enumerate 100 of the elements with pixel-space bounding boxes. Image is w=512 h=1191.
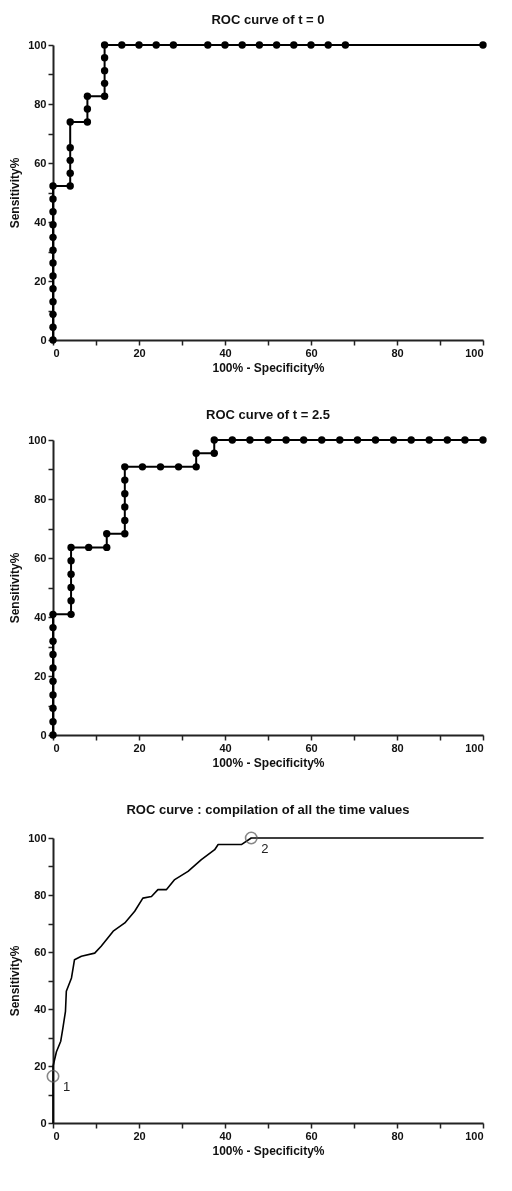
point [341, 41, 350, 49]
point [192, 463, 200, 471]
point [49, 704, 57, 712]
point [121, 476, 129, 484]
x-tick-label: 20 [133, 741, 146, 754]
point [174, 463, 183, 471]
point [138, 463, 147, 471]
point [66, 118, 74, 126]
y-tick-label: 40 [34, 610, 47, 623]
point [238, 41, 246, 49]
point [156, 463, 165, 471]
x-tick-label: 0 [53, 741, 60, 754]
chart-title: ROC curve : compilation of all the time values [126, 802, 410, 818]
y-tick-label: 40 [34, 1002, 47, 1015]
point [83, 118, 92, 126]
y-axis-title: Sensitivity% [8, 945, 23, 1017]
point [84, 543, 93, 552]
chart-title: ROC curve of t = 2.5 [206, 407, 330, 422]
point [49, 718, 57, 726]
chart-title: ROC curve of t = 0 [211, 12, 325, 27]
point [49, 650, 57, 659]
point [389, 436, 398, 444]
y-tick-label: 80 [34, 97, 47, 110]
x-tick-label: 60 [305, 1129, 318, 1142]
point [121, 463, 129, 471]
point [67, 610, 75, 619]
point [49, 691, 57, 699]
x-tick-label: 40 [219, 346, 232, 359]
point [49, 272, 57, 280]
x-axis-title: 100% - Specificity% [212, 360, 325, 375]
point [461, 436, 469, 444]
x-tick-label: 60 [305, 346, 318, 359]
point [204, 41, 212, 49]
point [318, 436, 326, 444]
x-tick-label: 60 [305, 741, 318, 754]
annotation: 1 [63, 1079, 71, 1095]
point [121, 489, 129, 498]
x-tick-label: 80 [391, 1129, 404, 1142]
point [103, 543, 111, 552]
point [83, 105, 92, 113]
x-tick-label: 100 [465, 346, 484, 359]
point [272, 41, 281, 49]
y-tick-label: 100 [28, 433, 47, 446]
y-tick-label: 0 [40, 1116, 47, 1129]
point [264, 436, 272, 444]
point [353, 436, 362, 444]
point [121, 503, 129, 511]
point [49, 246, 57, 255]
point [49, 323, 57, 332]
point [49, 233, 57, 242]
point [103, 530, 111, 538]
point [425, 436, 433, 444]
point [299, 436, 308, 444]
point [371, 436, 380, 444]
y-tick-label: 80 [34, 888, 47, 901]
x-axis-title: 100% - Specificity% [212, 1143, 325, 1158]
point [210, 436, 218, 444]
point [100, 92, 109, 101]
point [290, 41, 298, 49]
x-tick-label: 40 [219, 741, 232, 754]
x-tick-label: 80 [391, 346, 404, 359]
point [443, 436, 452, 444]
y-tick-label: 40 [34, 215, 47, 228]
point [49, 623, 57, 632]
point [49, 207, 57, 216]
point [49, 259, 57, 267]
point [282, 436, 290, 444]
x-axis-title: 100% - Specificity% [212, 755, 325, 770]
point [121, 530, 129, 538]
point [67, 583, 75, 592]
y-tick-label: 0 [40, 728, 47, 741]
point [66, 156, 74, 165]
point [67, 597, 75, 605]
point [49, 664, 57, 672]
y-tick-label: 60 [34, 551, 47, 564]
point [66, 182, 74, 190]
y-tick-label: 20 [34, 1059, 47, 1072]
annotation: 2 [261, 841, 269, 856]
point [83, 92, 92, 101]
point [67, 556, 75, 565]
x-tick-label: 80 [391, 741, 404, 754]
x-tick-label: 20 [133, 346, 146, 359]
point [169, 41, 178, 49]
x-tick-label: 100 [465, 741, 484, 754]
point [152, 41, 160, 49]
point [192, 449, 200, 457]
point [49, 195, 57, 203]
point [66, 169, 74, 178]
y-tick-label: 100 [28, 38, 47, 51]
y-tick-label: 0 [40, 333, 47, 346]
point [336, 436, 344, 444]
point [479, 436, 487, 444]
point [221, 41, 229, 49]
y-tick-label: 60 [34, 156, 47, 169]
point [49, 182, 57, 190]
point [49, 297, 57, 306]
point [67, 543, 75, 552]
point [118, 41, 126, 49]
y-tick-label: 100 [28, 831, 47, 844]
point [49, 637, 57, 645]
